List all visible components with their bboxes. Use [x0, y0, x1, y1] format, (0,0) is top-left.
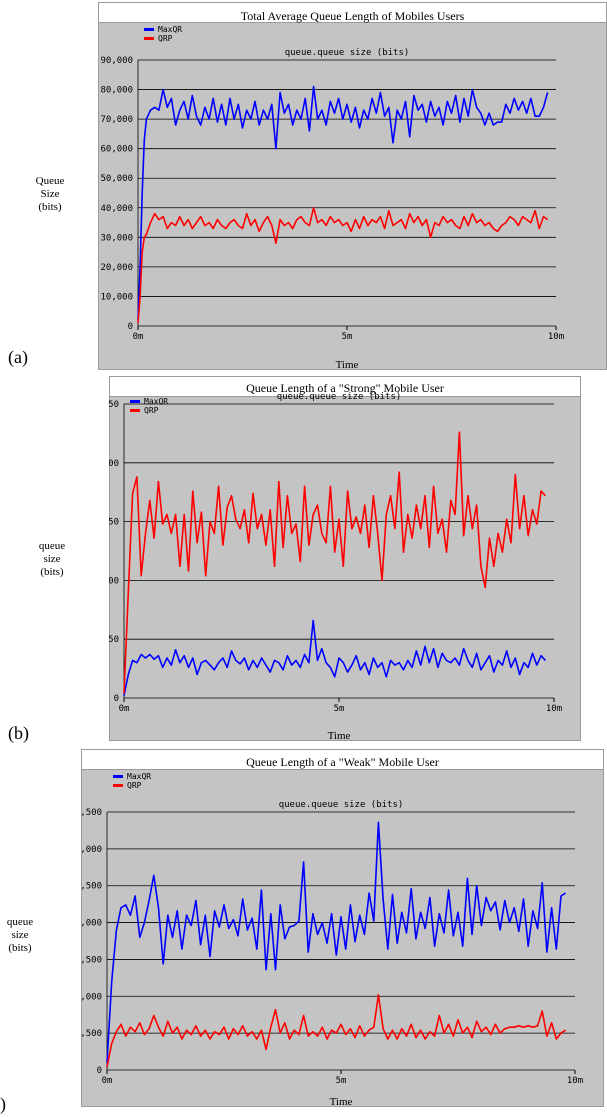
x-tick-label-c-0: 0m [102, 1076, 113, 1086]
chart-c-title-bar [81, 749, 604, 770]
y-tick-label-b-4: 1,000 [109, 459, 119, 469]
chart-b-ylabel: queue size (bits) [38, 540, 66, 578]
series-line-a-qrp [137, 207, 549, 324]
y-tick-label-c-0: 0 [97, 1066, 102, 1076]
x-tick-label-b-0: 0m [119, 704, 130, 714]
x-tick-label-a-1: 5m [342, 332, 353, 342]
y-tick-label-a-9: 90,000 [100, 56, 133, 66]
y-tick-label-a-8: 80,000 [100, 86, 133, 96]
series-line-a-maxqr [137, 85, 549, 321]
chart-c-xlabel: Time [330, 1096, 353, 1107]
chart-b-xlabel: Time [328, 730, 351, 741]
chart-a-title: Total Average Queue Length of Mobiles Us… [240, 9, 465, 23]
chart-b-title-bar [109, 376, 581, 397]
y-tick-label-a-2: 20,000 [100, 263, 133, 273]
y-tick-label-a-7: 70,000 [100, 115, 133, 125]
legend-label-a-qrp: QRP [158, 34, 173, 43]
panel-label-c: ) [0, 1094, 6, 1114]
x-tick-label-b-1: 5m [334, 704, 345, 714]
legend-label-b-qrp: QRP [144, 406, 159, 415]
y-tick-label-c-7: 17,500 [81, 808, 102, 818]
legend-swatch-b-maxqr [130, 400, 140, 403]
y-tick-label-b-1: 250 [109, 635, 119, 645]
y-tick-label-c-2: 5,000 [81, 992, 102, 1002]
y-tick-label-a-0: 0 [128, 322, 133, 332]
legend-label-c-qrp: QRP [127, 781, 142, 790]
x-tick-label-c-1: 5m [336, 1076, 347, 1086]
y-tick-label-c-4: 10,000 [81, 919, 102, 929]
series-line-b-qrp [123, 431, 546, 694]
x-tick-label-b-2: 10m [546, 704, 562, 714]
legend-swatch-c-qrp [113, 784, 123, 787]
chart-a-xlabel: Time [336, 359, 359, 370]
x-tick-label-a-0: 0m [133, 332, 144, 342]
y-tick-label-c-6: 15,000 [81, 845, 102, 855]
legend-swatch-b-qrp [130, 409, 140, 412]
chart-panel-a: queue.queue size (bits) MaxQR QRP 0 10,000 20… [98, 2, 607, 370]
x-tick-label-a-2: 10m [548, 332, 564, 342]
y-tick-label-b-2: 500 [109, 576, 119, 586]
y-tick-label-a-6: 60,000 [100, 145, 133, 155]
legend-label-a-maxqr: MaxQR [158, 25, 182, 34]
legend-swatch-a-qrp [144, 37, 154, 40]
legend-label-b-maxqr: MaxQR [144, 397, 168, 406]
y-tick-label-c-5: 12,500 [81, 882, 102, 892]
y-tick-label-b-0: 0 [114, 694, 119, 704]
x-tick-label-c-2: 10m [567, 1076, 583, 1086]
panel-label-b: (b) [8, 723, 29, 743]
y-tick-label-a-5: 50,000 [100, 174, 133, 184]
series-line-b-maxqr [123, 619, 546, 696]
y-tick-label-a-1: 10,000 [100, 292, 133, 302]
legend-swatch-c-maxqr [113, 775, 123, 778]
panel-label-a: (a) [8, 347, 28, 367]
y-tick-label-a-4: 40,000 [100, 204, 133, 214]
y-tick-label-a-3: 30,000 [100, 233, 133, 243]
chart-b-subtitle: queue.queue size (bits) [277, 392, 402, 402]
chart-a-frame [98, 2, 607, 370]
chart-c-title: Queue Length of a "Weak" Mobile User [246, 755, 439, 769]
y-tick-label-b-3: 750 [109, 518, 119, 528]
y-tick-label-b-5: 1,250 [109, 400, 119, 410]
chart-b-title: Queue Length of a "Strong" Mobile User [246, 381, 444, 395]
y-tick-label-c-1: 2,500 [81, 1029, 102, 1039]
legend-swatch-a-maxqr [144, 28, 154, 31]
chart-a-ylabel: Queue Size (bits) [35, 175, 65, 213]
chart-a-subtitle: queue.queue size (bits) [285, 48, 410, 58]
chart-c-ylabel: queue size (bits) [6, 916, 34, 954]
chart-c-subtitle: queue.queue size (bits) [279, 800, 404, 810]
y-tick-label-c-3: 7,500 [81, 955, 102, 965]
legend-label-c-maxqr: MaxQR [127, 772, 151, 781]
series-line-c-maxqr [106, 821, 567, 1063]
series-line-c-qrp [106, 994, 567, 1068]
